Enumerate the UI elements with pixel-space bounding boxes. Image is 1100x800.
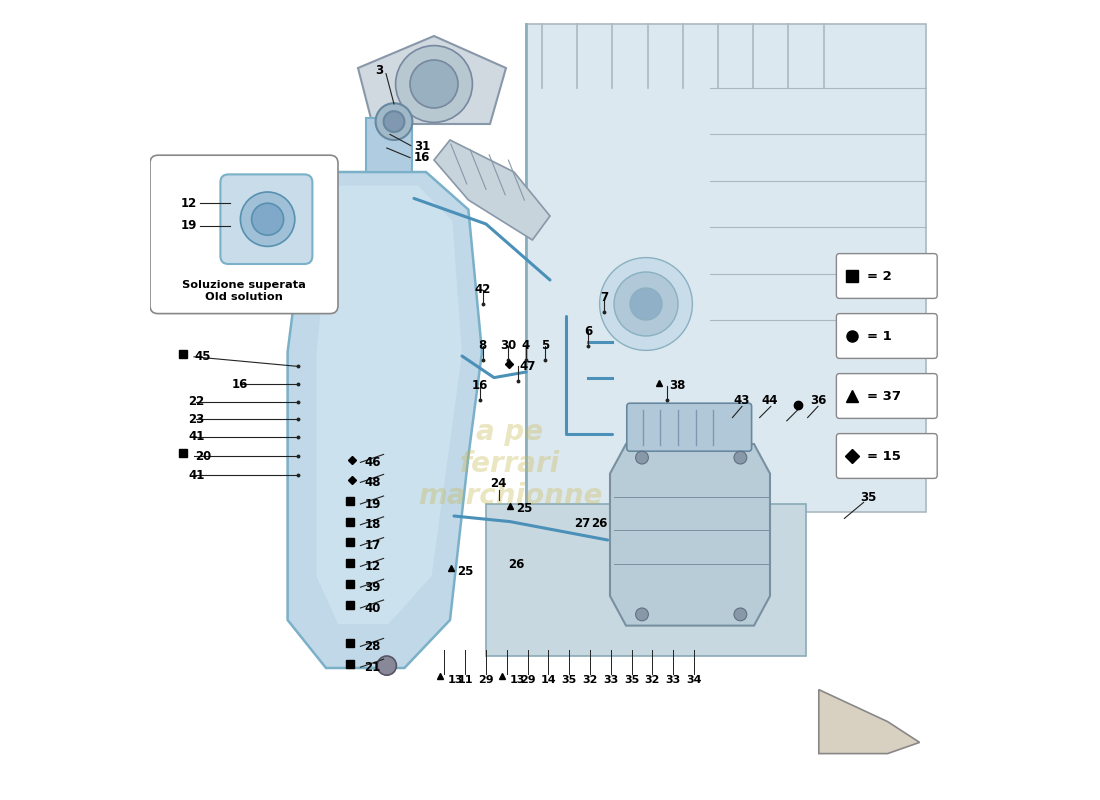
- Text: 14: 14: [540, 675, 557, 685]
- Circle shape: [734, 608, 747, 621]
- Text: 28: 28: [364, 640, 381, 653]
- Text: = 1: = 1: [867, 330, 892, 342]
- Text: 16: 16: [231, 378, 248, 390]
- Text: 16: 16: [472, 379, 487, 392]
- Circle shape: [410, 60, 458, 108]
- Text: 4: 4: [521, 339, 530, 352]
- Text: 16: 16: [414, 151, 430, 164]
- Text: 9: 9: [200, 242, 209, 254]
- FancyBboxPatch shape: [150, 155, 338, 314]
- Text: 13: 13: [510, 675, 526, 685]
- FancyBboxPatch shape: [836, 434, 937, 478]
- Text: 6: 6: [584, 325, 593, 338]
- Text: 41: 41: [188, 469, 205, 482]
- Text: 12: 12: [364, 560, 381, 573]
- Text: 35: 35: [624, 675, 639, 685]
- Text: 43: 43: [734, 394, 750, 406]
- FancyBboxPatch shape: [836, 314, 937, 358]
- Text: 3: 3: [375, 64, 383, 77]
- FancyBboxPatch shape: [836, 374, 937, 418]
- Polygon shape: [610, 444, 770, 626]
- Text: 19: 19: [364, 498, 381, 510]
- Circle shape: [241, 192, 295, 246]
- Polygon shape: [287, 172, 482, 668]
- Text: 29: 29: [478, 675, 494, 685]
- Text: 13: 13: [448, 675, 463, 685]
- Text: 7: 7: [601, 291, 608, 304]
- Circle shape: [600, 258, 692, 350]
- Text: 47: 47: [519, 360, 536, 373]
- Text: 31: 31: [414, 140, 430, 153]
- Text: 21: 21: [364, 661, 381, 674]
- Text: 33: 33: [603, 675, 618, 685]
- Text: 23: 23: [188, 413, 205, 426]
- Circle shape: [375, 103, 412, 140]
- Bar: [366, 118, 412, 172]
- Text: 19: 19: [180, 219, 197, 232]
- Polygon shape: [818, 690, 920, 754]
- Text: 38: 38: [669, 379, 685, 392]
- Circle shape: [636, 608, 648, 621]
- Text: 32: 32: [645, 675, 660, 685]
- Polygon shape: [434, 140, 550, 240]
- Text: 35: 35: [562, 675, 576, 685]
- Text: 30: 30: [500, 339, 517, 352]
- Polygon shape: [486, 504, 806, 656]
- Circle shape: [384, 111, 405, 132]
- Text: = 37: = 37: [867, 390, 901, 402]
- Text: 44: 44: [761, 394, 778, 406]
- Text: 8: 8: [478, 339, 487, 352]
- Text: 32: 32: [582, 675, 597, 685]
- Text: 36: 36: [811, 394, 827, 406]
- FancyBboxPatch shape: [220, 174, 312, 264]
- FancyBboxPatch shape: [627, 403, 751, 451]
- Text: 10: 10: [196, 264, 212, 277]
- Text: 48: 48: [364, 476, 381, 489]
- Text: 29: 29: [520, 675, 536, 685]
- Text: 20: 20: [195, 450, 211, 462]
- Circle shape: [636, 451, 648, 464]
- Circle shape: [614, 272, 678, 336]
- Text: 17: 17: [364, 539, 381, 552]
- Circle shape: [396, 46, 472, 122]
- Text: = 15: = 15: [867, 450, 901, 462]
- Circle shape: [734, 451, 747, 464]
- Text: 33: 33: [666, 675, 681, 685]
- Text: 40: 40: [364, 602, 381, 614]
- Text: 24: 24: [491, 477, 507, 490]
- Text: a pe
ferrari
marchionne: a pe ferrari marchionne: [418, 418, 603, 510]
- Polygon shape: [358, 36, 506, 124]
- Text: 39: 39: [364, 581, 381, 594]
- Text: 12: 12: [180, 197, 197, 210]
- Text: 41: 41: [188, 430, 205, 443]
- Text: 45: 45: [195, 350, 211, 363]
- Text: 5: 5: [541, 339, 549, 352]
- Polygon shape: [526, 24, 926, 512]
- Text: 27: 27: [574, 517, 590, 530]
- Text: 35: 35: [860, 491, 877, 504]
- Circle shape: [377, 656, 396, 675]
- Text: = 2: = 2: [867, 270, 892, 282]
- Circle shape: [630, 288, 662, 320]
- Text: 25: 25: [516, 502, 532, 515]
- Text: Soluzione superata
Old solution: Soluzione superata Old solution: [183, 280, 306, 302]
- Text: 42: 42: [474, 283, 491, 296]
- Text: 34: 34: [686, 675, 702, 685]
- Text: 46: 46: [364, 456, 381, 469]
- Text: 26: 26: [508, 558, 525, 570]
- Text: 18: 18: [364, 518, 381, 531]
- Text: 11: 11: [458, 675, 473, 685]
- FancyBboxPatch shape: [836, 254, 937, 298]
- Text: 25: 25: [458, 565, 474, 578]
- Text: 26: 26: [592, 517, 608, 530]
- Polygon shape: [317, 186, 462, 624]
- Text: 22: 22: [188, 395, 205, 408]
- Circle shape: [252, 203, 284, 235]
